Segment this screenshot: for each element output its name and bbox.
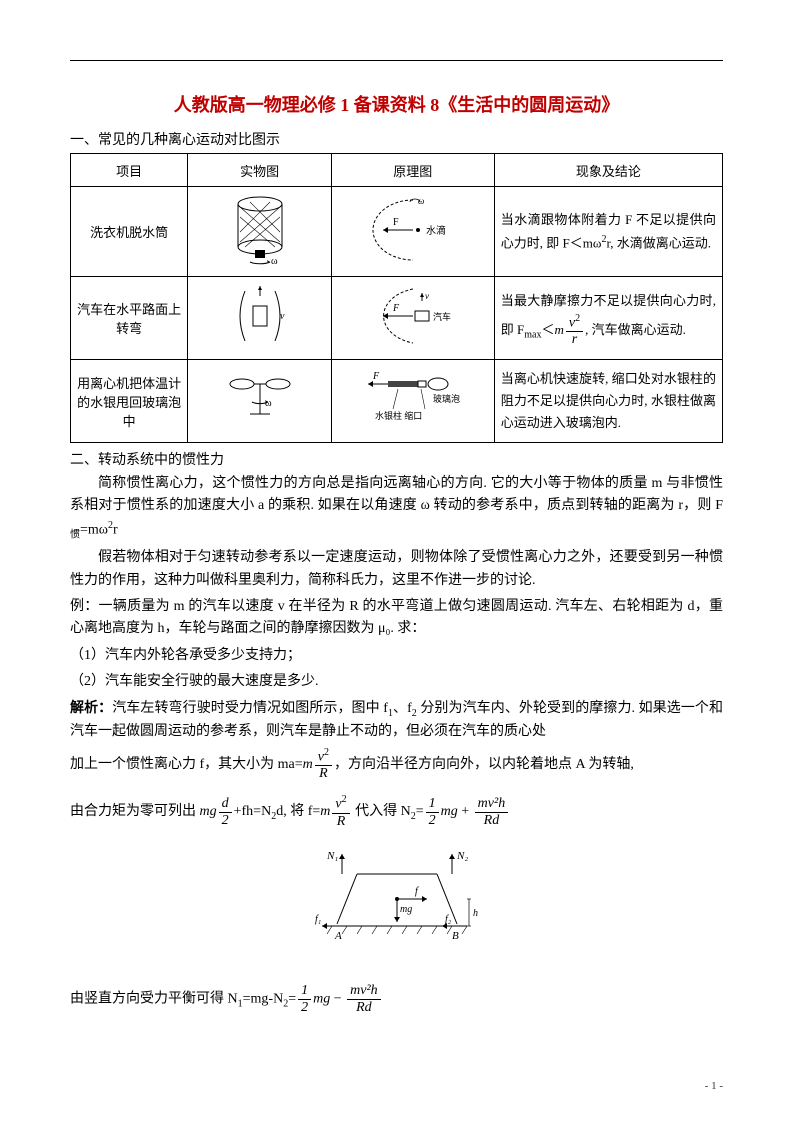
car-icon: v (225, 281, 295, 351)
svg-text:A: A (334, 930, 342, 942)
svg-text:玻璃泡: 玻璃泡 (433, 393, 460, 404)
row1-name: 洗衣机脱水筒 (71, 187, 188, 277)
th-principle: 原理图 (331, 154, 494, 187)
row1-principle-diagram: F 水滴 ω (331, 187, 494, 277)
balance-line: 由竖直方向受力平衡可得 N1=mg-N2=12mg − mv²hRd (70, 984, 723, 1015)
table-row: 汽车在水平路面上转弯 v F 汽车 (71, 277, 723, 360)
table-row: 洗衣机脱水筒 ω F (71, 187, 723, 277)
row3-physical-diagram: ω (188, 360, 331, 443)
car-principle-icon: F 汽车 v (358, 281, 468, 351)
svg-text:F: F (372, 371, 380, 382)
svg-text:ω: ω (265, 398, 272, 409)
row3-principle-diagram: F 玻璃泡 水银柱 缩口 (331, 360, 494, 443)
inertial-force-line: 加上一个惯性离心力 f，其大小为 ma=mv2R，方向沿半径方向向外，以内轮着地… (70, 748, 723, 782)
section-2-heading: 二、转动系统中的惯性力 (70, 449, 723, 469)
comparison-table: 项目 实物图 原理图 现象及结论 洗衣机脱水筒 ω (70, 153, 723, 443)
svg-text:B: B (452, 930, 459, 942)
analysis-paragraph: 解析：汽车左转弯行驶时受力情况如图所示，图中 f1、f2 分别为汽车内、外轮受到… (70, 698, 723, 744)
svg-text:f₁: f₁ (315, 914, 321, 925)
svg-text:f: f (415, 886, 419, 897)
svg-text:v: v (425, 291, 429, 301)
svg-text:N₁: N₁ (326, 850, 338, 862)
torque-line: 由合力矩为零可列出 mgd2+fh=N2d, 将 f=mv2R 代入得 N2=1… (70, 795, 723, 829)
top-rule (70, 60, 723, 61)
svg-text:v: v (280, 311, 285, 322)
paragraph-1: 简称惯性离心力，这个惯性力的方向总是指向远离轴心的方向. 它的大小等于物体的质量… (70, 473, 723, 543)
force-diagram: N₁ N₂ mg f f₁ f₂ A B (70, 844, 723, 969)
th-item: 项目 (71, 154, 188, 187)
analysis-label: 解析： (70, 701, 112, 716)
section-1-heading: 一、常见的几种离心运动对比图示 (70, 129, 723, 149)
row1-physical-diagram: ω (188, 187, 331, 277)
paragraph-2: 假若物体相对于匀速转动参考系以一定速度运动，则物体除了受惯性离心力之外，还要受到… (70, 547, 723, 592)
row1-conclusion: 当水滴跟物体附着力 F 不足以提供向心力时, 即 F＜mω2r, 水滴做离心运动… (494, 187, 722, 277)
table-header-row: 项目 实物图 原理图 现象及结论 (71, 154, 723, 187)
svg-text:ω: ω (418, 196, 424, 206)
question-1: （1）汽车内外轮各承受多少支持力； (70, 645, 723, 667)
page-number: - 1 - (705, 1080, 723, 1092)
svg-text:水滴: 水滴 (426, 224, 446, 237)
svg-text:mg: mg (400, 904, 412, 915)
svg-text:水银柱 缩口: 水银柱 缩口 (375, 410, 422, 421)
row2-conclusion: 当最大静摩擦力不足以提供向心力时, 即 Fmax＜mv2r, 汽车做离心运动. (494, 277, 722, 360)
washer-icon: ω (225, 192, 295, 267)
question-2: （2）汽车能安全行驶的最大速度是多少. (70, 671, 723, 693)
th-physical: 实物图 (188, 154, 331, 187)
svg-text:F: F (393, 217, 399, 228)
svg-text:F: F (392, 303, 400, 314)
svg-text:h: h (473, 908, 478, 919)
svg-text:汽车: 汽车 (433, 311, 451, 322)
centrifuge-icon: ω (220, 364, 300, 434)
document-title: 人教版高一物理必修 1 备课资料 8《生活中的圆周运动》 (70, 91, 723, 117)
svg-text:N₂: N₂ (456, 850, 468, 862)
car-force-diagram-icon: N₁ N₂ mg f f₁ f₂ A B (297, 844, 497, 964)
table-row: 用离心机把体温计的水银甩回玻璃泡中 ω F (71, 360, 723, 443)
row2-name: 汽车在水平路面上转弯 (71, 277, 188, 360)
svg-text:f₂: f₂ (445, 914, 452, 925)
centrifuge-principle-icon: F 玻璃泡 水银柱 缩口 (353, 364, 473, 434)
example-intro: 例：一辆质量为 m 的汽车以速度 v 在半径为 R 的水平弯道上做匀速圆周运动.… (70, 596, 723, 641)
washer-principle-icon: F 水滴 ω (358, 192, 468, 267)
row3-name: 用离心机把体温计的水银甩回玻璃泡中 (71, 360, 188, 443)
svg-text:ω: ω (271, 256, 278, 267)
row2-physical-diagram: v (188, 277, 331, 360)
row2-principle-diagram: F 汽车 v (331, 277, 494, 360)
row3-conclusion: 当离心机快速旋转, 缩口处对水银柱的阻力不足以提供向心力时, 水银柱做离心运动进… (494, 360, 722, 443)
th-conclusion: 现象及结论 (494, 154, 722, 187)
